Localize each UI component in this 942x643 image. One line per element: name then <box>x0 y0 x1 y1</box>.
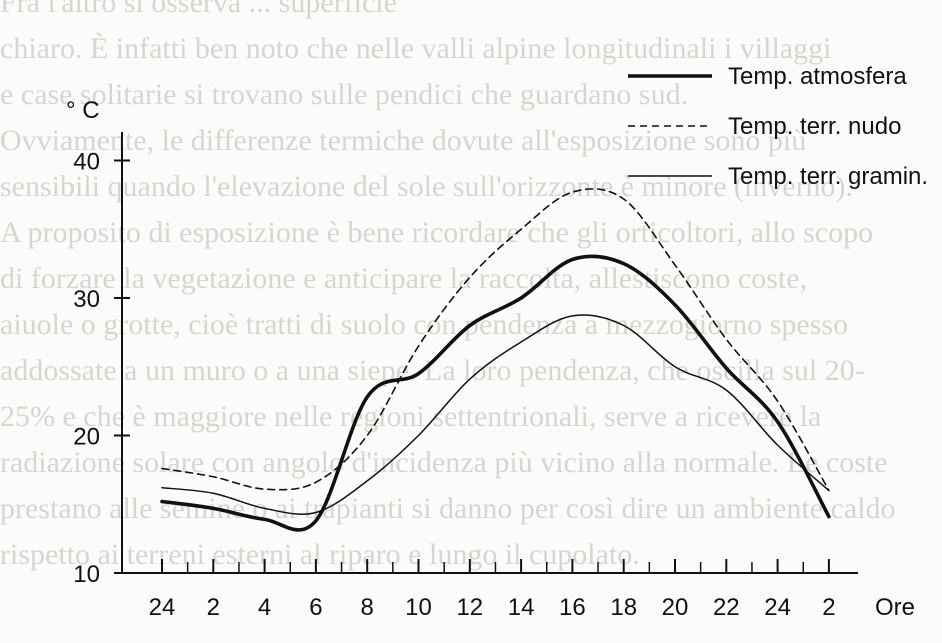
y-tick-label: 30 <box>73 286 100 313</box>
background-text-line: addossate a un muro o a una siepe. La lo… <box>0 354 865 387</box>
background-text-line: di forzare la vegetazione e anticipare l… <box>0 262 807 295</box>
x-tick-label: 20 <box>662 594 689 621</box>
series-lines <box>160 188 831 532</box>
x-tick-label: 22 <box>713 594 740 621</box>
x-tick-label: 2 <box>207 594 220 621</box>
background-text-line: Ovviamente, le differenze termiche dovut… <box>0 124 806 157</box>
background-text-line: prestano alle semine o ai trapianti si d… <box>0 492 896 525</box>
x-tick-label: 2 <box>822 594 835 621</box>
background-text-line: A proposito di esposizione è bene ricord… <box>0 216 873 249</box>
background-text-line: Fra l'altro si osserva ... superficie <box>0 0 397 19</box>
x-tick-label: 4 <box>258 594 271 621</box>
y-axis-label: ° C <box>66 97 100 124</box>
legend-label-3: Temp. terr. gramin. <box>728 163 928 190</box>
x-tick-label: 12 <box>456 594 483 621</box>
background-text-line: 25% e che è maggiore nelle regioni sette… <box>0 400 821 433</box>
background-text-line: chiaro. È infatti ben noto che nelle val… <box>0 32 831 65</box>
x-tick-label: 10 <box>405 594 432 621</box>
x-tick-label: 14 <box>508 594 535 621</box>
legend-label-2: Temp. terr. nudo <box>728 113 901 140</box>
x-tick-label: 8 <box>361 594 374 621</box>
background-text-line: rispetto ai terreni esterni al riparo e … <box>0 538 640 571</box>
background-text-line: e case solitarie si trovano sulle pendic… <box>0 78 688 111</box>
x-tick-label: 18 <box>610 594 637 621</box>
background-text-line: aiuole o grotte, cioè tratti di suolo co… <box>0 308 848 341</box>
background-text-line: sensibili quando l'elevazione del sole s… <box>0 170 853 203</box>
background-text-line: radiazione solare con angolo d'incidenza… <box>0 446 888 479</box>
y-tick-label: 10 <box>73 561 100 588</box>
background-text-layer: Fra l'altro si osserva ... superficie chi… <box>0 0 896 571</box>
y-tick-label: 20 <box>73 424 100 451</box>
series-line-1 <box>160 254 831 532</box>
x-tick-label: 6 <box>309 594 322 621</box>
y-tick-label: 40 <box>73 149 100 176</box>
legend-label-1: Temp. atmosfera <box>728 63 907 90</box>
x-tick-label: 24 <box>764 594 791 621</box>
series-line-3 <box>161 314 830 515</box>
x-tick-label: 16 <box>559 594 586 621</box>
x-axis-label: Ore <box>875 594 915 621</box>
x-tick-label: 24 <box>149 594 176 621</box>
series-line-2 <box>161 188 830 492</box>
legend: Temp. atmosfera Temp. terr. nudo Temp. ter… <box>628 63 928 190</box>
